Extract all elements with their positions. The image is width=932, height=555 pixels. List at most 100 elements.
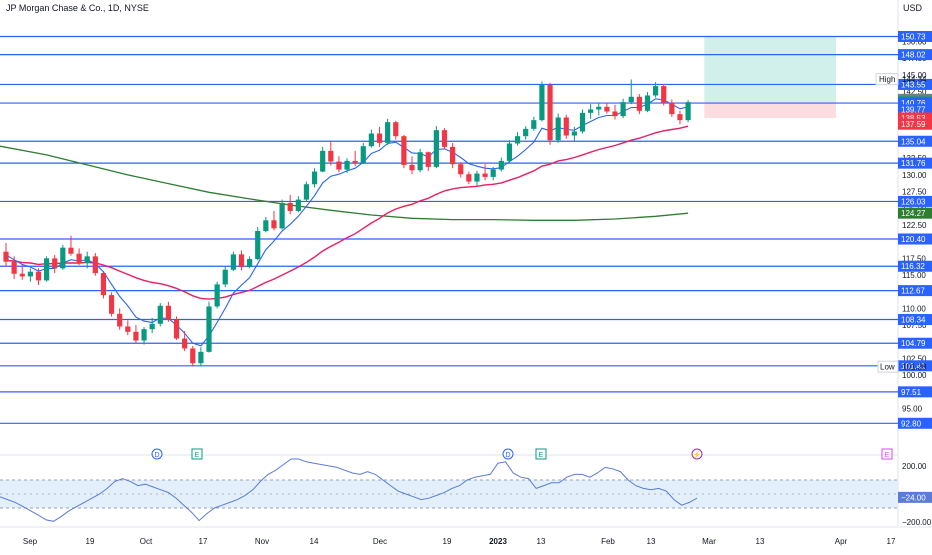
candle[interactable] xyxy=(368,129,374,148)
candle[interactable] xyxy=(311,168,318,188)
candle[interactable] xyxy=(401,134,407,169)
candle[interactable] xyxy=(441,128,448,150)
candle[interactable] xyxy=(92,253,98,276)
candle[interactable] xyxy=(531,116,537,131)
candle[interactable] xyxy=(320,146,326,173)
candle[interactable] xyxy=(206,301,212,353)
candle[interactable] xyxy=(328,141,334,166)
candle[interactable] xyxy=(579,109,586,134)
candle[interactable] xyxy=(117,308,123,330)
candle[interactable] xyxy=(661,84,667,106)
candle[interactable] xyxy=(141,327,147,345)
candle[interactable] xyxy=(198,347,204,366)
candle[interactable] xyxy=(247,256,253,269)
candle[interactable] xyxy=(653,82,659,98)
candle[interactable] xyxy=(238,250,245,271)
candle[interactable] xyxy=(344,158,350,173)
candle[interactable] xyxy=(35,268,42,286)
candle[interactable] xyxy=(612,104,618,120)
candle[interactable] xyxy=(433,126,439,169)
candle[interactable] xyxy=(466,171,472,185)
candle[interactable] xyxy=(52,255,58,274)
price-axis[interactable]: 150.00147.50145.00142.50140.00137.50135.… xyxy=(902,37,927,413)
candle[interactable] xyxy=(271,210,277,231)
candle[interactable] xyxy=(279,199,285,230)
candle[interactable] xyxy=(108,292,115,317)
candle[interactable] xyxy=(376,126,383,147)
candle[interactable] xyxy=(604,103,610,114)
position-zones[interactable] xyxy=(704,36,836,118)
candle[interactable] xyxy=(287,194,293,215)
event-badge-split[interactable]: ⚡ xyxy=(691,448,703,460)
candle[interactable] xyxy=(474,170,480,186)
candle[interactable] xyxy=(393,120,399,140)
candle[interactable] xyxy=(458,162,464,178)
candle[interactable] xyxy=(84,251,90,269)
candle[interactable] xyxy=(165,301,171,322)
candle[interactable] xyxy=(3,243,9,268)
candle[interactable] xyxy=(677,110,683,125)
stop-zone[interactable] xyxy=(704,101,836,118)
candle[interactable] xyxy=(11,256,17,280)
candle[interactable] xyxy=(100,271,107,299)
candle[interactable] xyxy=(571,126,577,142)
candle[interactable] xyxy=(482,164,488,181)
candle[interactable] xyxy=(222,266,228,288)
candle[interactable] xyxy=(133,325,139,344)
candle[interactable] xyxy=(173,316,180,340)
event-badge-earnings[interactable]: E xyxy=(535,448,547,460)
candle[interactable] xyxy=(352,150,358,167)
candle[interactable] xyxy=(450,142,456,169)
candle[interactable] xyxy=(628,79,634,105)
candle[interactable] xyxy=(539,81,545,122)
candle[interactable] xyxy=(490,166,496,181)
candle[interactable] xyxy=(76,248,82,266)
candle[interactable] xyxy=(149,317,155,334)
candle[interactable] xyxy=(182,331,188,352)
candle[interactable] xyxy=(644,92,651,113)
candle[interactable] xyxy=(214,281,220,309)
event-badge-dividend[interactable]: D xyxy=(151,448,163,460)
time-axis[interactable]: Sep 19 Oct 17 Nov 14 Dec 19 2023 13 Feb 13 Mar 13 Apr 1… xyxy=(0,526,932,546)
candle[interactable] xyxy=(514,132,521,146)
candle[interactable] xyxy=(588,104,594,119)
candlestick-series[interactable] xyxy=(3,79,691,367)
candle[interactable] xyxy=(255,226,261,261)
target-zone[interactable] xyxy=(704,36,836,102)
candle[interactable] xyxy=(563,114,569,139)
event-badge-dividend[interactable]: D xyxy=(502,448,514,460)
candle[interactable] xyxy=(555,113,561,143)
candle[interactable] xyxy=(409,156,415,175)
candle[interactable] xyxy=(190,345,196,367)
candle[interactable] xyxy=(506,140,513,163)
candle[interactable] xyxy=(425,151,431,171)
candle[interactable] xyxy=(19,264,25,280)
candle[interactable] xyxy=(68,235,74,256)
event-badge-future[interactable]: E xyxy=(881,448,893,460)
candle[interactable] xyxy=(385,118,391,145)
candle[interactable] xyxy=(498,157,504,172)
candle[interactable] xyxy=(27,268,33,282)
candle[interactable] xyxy=(417,148,423,173)
candle[interactable] xyxy=(157,303,163,327)
candle[interactable] xyxy=(669,99,675,117)
event-badge-earnings[interactable]: E xyxy=(191,448,203,460)
candle[interactable] xyxy=(636,94,642,115)
event-badges[interactable]: D E D E ⚡ E xyxy=(151,448,893,460)
candle[interactable] xyxy=(336,156,342,173)
candle[interactable] xyxy=(263,216,269,233)
candle[interactable] xyxy=(44,256,50,282)
candle[interactable] xyxy=(360,142,366,165)
candle[interactable] xyxy=(523,126,529,140)
candle[interactable] xyxy=(125,320,131,336)
candle[interactable] xyxy=(295,196,301,213)
candle[interactable] xyxy=(685,100,691,123)
candle[interactable] xyxy=(230,251,236,272)
candle[interactable] xyxy=(303,181,310,202)
cci-indicator-pane[interactable]: 200.00 −200.00 −24.00 xyxy=(0,458,932,527)
candle[interactable] xyxy=(60,245,66,270)
candle[interactable] xyxy=(547,82,553,145)
candle[interactable] xyxy=(620,98,626,119)
